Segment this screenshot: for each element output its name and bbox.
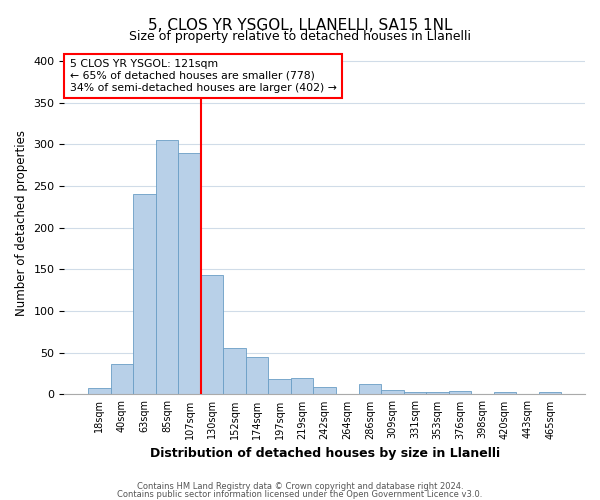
X-axis label: Distribution of detached houses by size in Llanelli: Distribution of detached houses by size … — [149, 447, 500, 460]
Bar — [404, 392, 426, 394]
Text: Contains public sector information licensed under the Open Government Licence v3: Contains public sector information licen… — [118, 490, 482, 499]
Bar — [313, 387, 336, 394]
Bar — [223, 348, 246, 395]
Bar — [291, 378, 313, 394]
Bar — [381, 390, 404, 394]
Bar — [246, 357, 268, 395]
Bar — [155, 140, 178, 394]
Text: Size of property relative to detached houses in Llanelli: Size of property relative to detached ho… — [129, 30, 471, 43]
Text: Contains HM Land Registry data © Crown copyright and database right 2024.: Contains HM Land Registry data © Crown c… — [137, 482, 463, 491]
Bar — [133, 194, 155, 394]
Bar — [539, 392, 562, 394]
Bar — [359, 384, 381, 394]
Bar — [110, 364, 133, 394]
Bar — [449, 391, 471, 394]
Text: 5, CLOS YR YSGOL, LLANELLI, SA15 1NL: 5, CLOS YR YSGOL, LLANELLI, SA15 1NL — [148, 18, 452, 32]
Y-axis label: Number of detached properties: Number of detached properties — [15, 130, 28, 316]
Bar — [88, 388, 110, 394]
Bar — [178, 152, 201, 394]
Bar — [426, 392, 449, 394]
Bar — [201, 275, 223, 394]
Bar — [494, 392, 516, 394]
Text: 5 CLOS YR YSGOL: 121sqm
← 65% of detached houses are smaller (778)
34% of semi-d: 5 CLOS YR YSGOL: 121sqm ← 65% of detache… — [70, 60, 337, 92]
Bar — [268, 378, 291, 394]
